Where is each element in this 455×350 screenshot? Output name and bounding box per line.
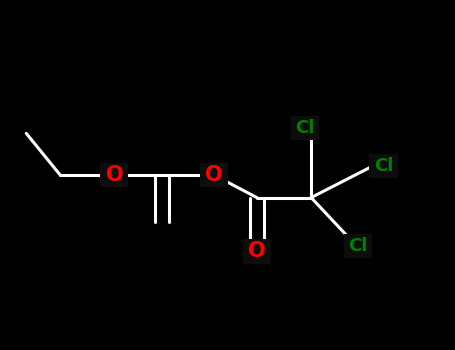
Text: Cl: Cl [374, 157, 393, 175]
Text: O: O [205, 165, 223, 185]
Bar [369, 154, 398, 178]
Text: O: O [106, 165, 123, 185]
Text: Cl: Cl [348, 237, 368, 255]
Bar [344, 234, 372, 258]
Text: O: O [248, 241, 266, 261]
Bar [243, 239, 271, 264]
Bar [200, 163, 228, 187]
Bar [101, 163, 128, 187]
Text: Cl: Cl [296, 119, 315, 137]
Bar [291, 116, 319, 140]
